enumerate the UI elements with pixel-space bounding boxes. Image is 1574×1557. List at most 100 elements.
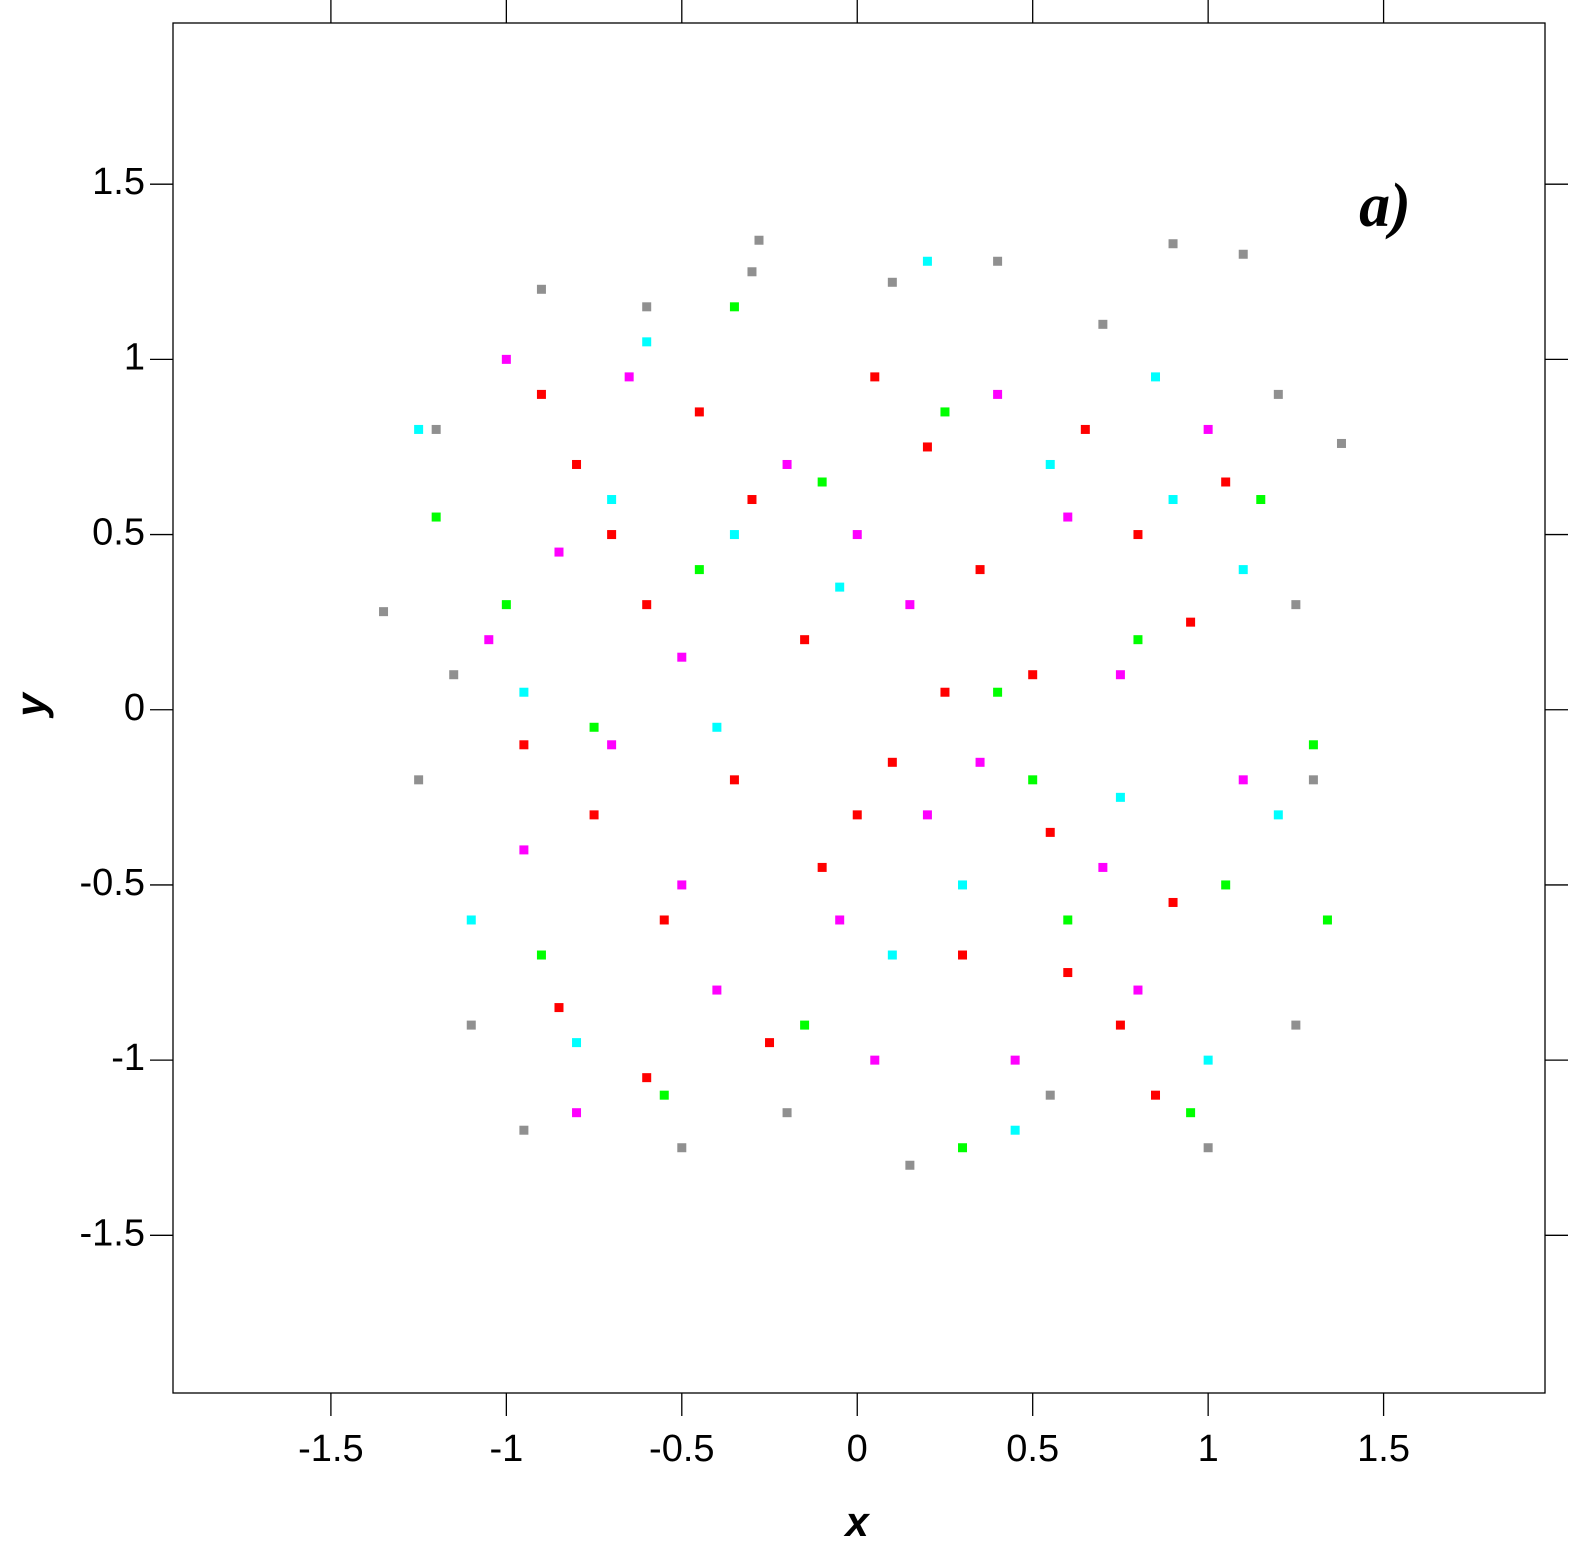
point [1115, 1020, 1125, 1030]
point [817, 477, 827, 487]
point [677, 1143, 687, 1153]
point [712, 985, 722, 995]
point [589, 722, 599, 732]
point [940, 407, 950, 417]
point [1133, 530, 1143, 540]
point [1308, 775, 1318, 785]
point [852, 530, 862, 540]
point [958, 880, 968, 890]
point [800, 635, 810, 645]
point [484, 635, 494, 645]
point [1336, 438, 1346, 448]
point [993, 687, 1003, 697]
point [659, 915, 669, 925]
point [1203, 424, 1213, 434]
point [1010, 1055, 1020, 1065]
point [572, 1108, 582, 1118]
point [607, 530, 617, 540]
point [975, 565, 985, 575]
point [1063, 512, 1073, 522]
point [729, 530, 739, 540]
point [1045, 1090, 1055, 1100]
x-tick-label: -1 [489, 1428, 523, 1470]
point [1151, 1090, 1161, 1100]
point [1168, 239, 1178, 249]
point [431, 424, 441, 434]
point [642, 600, 652, 610]
point [922, 256, 932, 266]
y-tick-label: -1 [111, 1037, 145, 1079]
point [1010, 1125, 1020, 1135]
point [1168, 495, 1178, 505]
point [519, 845, 529, 855]
point [993, 256, 1003, 266]
plot-frame [172, 22, 1546, 1394]
annotation: a) [1359, 172, 1411, 240]
point [554, 1003, 564, 1013]
y-tick-label: 0 [124, 687, 145, 729]
point [694, 407, 704, 417]
point [958, 950, 968, 960]
point [922, 810, 932, 820]
point [1273, 810, 1283, 820]
point [975, 757, 985, 767]
point [782, 459, 792, 469]
point [852, 810, 862, 820]
point [694, 565, 704, 575]
point [519, 740, 529, 750]
x-tick-label: 0 [847, 1428, 868, 1470]
point [887, 757, 897, 767]
point [1322, 915, 1332, 925]
point [642, 337, 652, 347]
y-tick-label: 1 [124, 336, 145, 378]
point [466, 1020, 476, 1030]
point [536, 284, 546, 294]
point [1133, 985, 1143, 995]
point [1291, 1020, 1301, 1030]
point [747, 495, 757, 505]
point [835, 582, 845, 592]
point [993, 389, 1003, 399]
point [1098, 319, 1108, 329]
point [677, 880, 687, 890]
point [466, 915, 476, 925]
point [712, 722, 722, 732]
point [887, 950, 897, 960]
point [870, 1055, 880, 1065]
x-tick-label: 1.5 [1357, 1428, 1410, 1470]
point [922, 442, 932, 452]
point [414, 775, 424, 785]
point [1045, 827, 1055, 837]
point [589, 810, 599, 820]
point [1115, 670, 1125, 680]
point [1028, 775, 1038, 785]
point [607, 740, 617, 750]
x-tick-label: -1.5 [298, 1428, 363, 1470]
point [1151, 372, 1161, 382]
point [747, 267, 757, 277]
point [1186, 617, 1196, 627]
point [1063, 968, 1073, 978]
point [642, 1073, 652, 1083]
point [1238, 775, 1248, 785]
point [1080, 424, 1090, 434]
point [519, 687, 529, 697]
point [729, 775, 739, 785]
point [379, 607, 389, 617]
point [449, 670, 459, 680]
point [1308, 740, 1318, 750]
point [1221, 880, 1231, 890]
point [817, 862, 827, 872]
y-tick-label: 0.5 [92, 512, 145, 554]
point [835, 915, 845, 925]
point [905, 600, 915, 610]
point [754, 235, 764, 245]
point [501, 600, 511, 610]
point [659, 1090, 669, 1100]
point [1028, 670, 1038, 680]
y-tick-label: -0.5 [80, 862, 145, 904]
point [519, 1125, 529, 1135]
point [800, 1020, 810, 1030]
point [940, 687, 950, 697]
